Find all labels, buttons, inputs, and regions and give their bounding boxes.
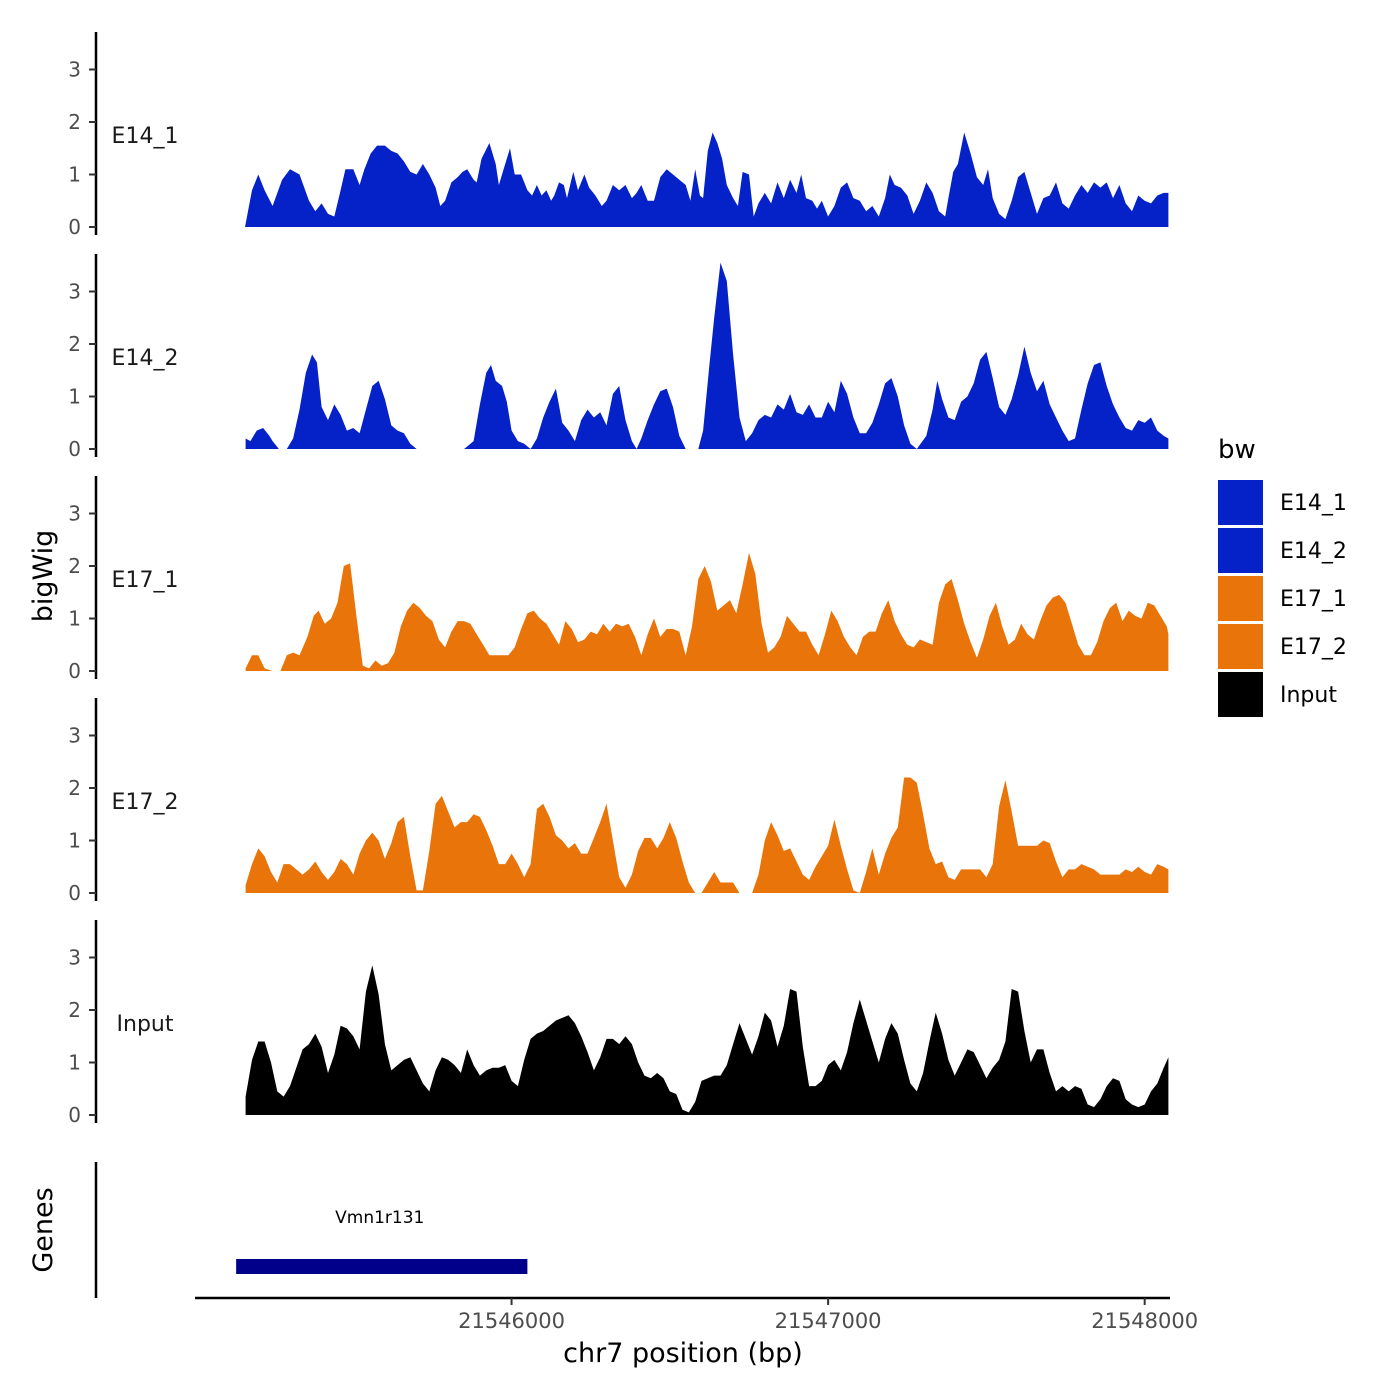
legend-label: E14_2 xyxy=(1280,539,1347,564)
y-tick-label: 0 xyxy=(68,1103,81,1127)
coverage-tracks: 0 1 2 3 E14_1 0 1 2 3 E14_2 0 1 2 3 E17_1 0 1 2 3 E17_2 0 1 2 3… xyxy=(68,32,1169,1127)
y-tick-label: 1 xyxy=(68,1051,81,1075)
legend-label: E14_1 xyxy=(1280,491,1347,516)
y-tick-label: 0 xyxy=(68,437,81,461)
y-tick-label: 3 xyxy=(68,58,81,82)
legend-title: bw xyxy=(1218,435,1256,465)
y-tick-label: 1 xyxy=(68,385,81,409)
legend-swatch xyxy=(1218,528,1263,573)
legend-swatch xyxy=(1218,576,1263,621)
legend-item-e17-2: E17_2 xyxy=(1218,624,1347,669)
y-tick-label: 2 xyxy=(68,554,81,578)
legend-swatch xyxy=(1218,480,1263,525)
track-label-e14-2: E14_2 xyxy=(112,346,179,371)
gene-models: Vmn1r131 xyxy=(236,1208,528,1274)
y-tick-label: 1 xyxy=(68,829,81,853)
track-e17-2: 0 1 2 3 E17_2 xyxy=(68,698,1169,905)
legend: bw E14_1 E14_2 E17_1 E17_2 Input xyxy=(1218,435,1347,717)
x-axis: 21546000 21547000 21548000 chr7 position (… xyxy=(195,1296,1198,1369)
x-tick-label: 21548000 xyxy=(1091,1309,1198,1333)
track-e14-2: 0 1 2 3 E14_2 xyxy=(68,254,1169,461)
track-label-input: Input xyxy=(117,1012,174,1037)
track-e14-1: 0 1 2 3 E14_1 xyxy=(68,32,1169,239)
y-tick-label: 2 xyxy=(68,776,81,800)
track-e17-1: 0 1 2 3 E17_1 xyxy=(68,476,1169,683)
coverage-area-e14-2 xyxy=(245,262,1169,449)
legend-items: E14_1 E14_2 E17_1 E17_2 Input xyxy=(1218,480,1347,717)
y-tick-label: 1 xyxy=(68,163,81,187)
track-input: 0 1 2 3 Input xyxy=(68,920,1169,1127)
coverage-area-e17-1 xyxy=(245,552,1169,671)
gene-body xyxy=(236,1259,528,1274)
legend-label: E17_1 xyxy=(1280,587,1347,612)
legend-item-e14-1: E14_1 xyxy=(1218,480,1347,525)
y-tick-label: 3 xyxy=(68,724,81,748)
legend-item-e17-1: E17_1 xyxy=(1218,576,1347,621)
track-label-e17-2: E17_2 xyxy=(112,790,179,815)
y-tick-label: 3 xyxy=(68,502,81,526)
legend-item-input: Input xyxy=(1218,672,1337,717)
legend-item-e14-2: E14_2 xyxy=(1218,528,1347,573)
y-tick-label: 0 xyxy=(68,881,81,905)
legend-swatch xyxy=(1218,624,1263,669)
y-tick-label: 2 xyxy=(68,110,81,134)
y-tick-label: 2 xyxy=(68,332,81,356)
legend-label: Input xyxy=(1280,683,1337,708)
y-tick-label: 0 xyxy=(68,659,81,683)
x-axis-ticks: 21546000 21547000 21548000 xyxy=(458,1298,1198,1333)
x-axis-title: chr7 position (bp) xyxy=(563,1338,803,1369)
y-tick-label: 1 xyxy=(68,607,81,631)
x-tick-label: 21547000 xyxy=(775,1309,882,1333)
track-label-e17-1: E17_1 xyxy=(112,568,179,593)
gene-vmn1r131: Vmn1r131 xyxy=(236,1208,528,1274)
legend-swatch xyxy=(1218,672,1263,717)
genes-axis-title: Genes xyxy=(28,1187,59,1272)
x-tick-label: 21546000 xyxy=(458,1309,565,1333)
y-tick-label: 0 xyxy=(68,215,81,239)
track-label-e14-1: E14_1 xyxy=(112,124,179,149)
coverage-area-input xyxy=(245,965,1169,1115)
y-axis-title: bigWig xyxy=(28,530,59,623)
genes-panel: Genes Vmn1r131 xyxy=(28,1162,528,1298)
y-tick-label: 3 xyxy=(68,946,81,970)
y-tick-label: 2 xyxy=(68,998,81,1022)
gene-label: Vmn1r131 xyxy=(335,1208,424,1228)
coverage-area-e14-1 xyxy=(245,132,1169,227)
coverage-area-e17-2 xyxy=(245,777,1169,893)
legend-label: E17_2 xyxy=(1280,635,1347,660)
y-tick-label: 3 xyxy=(68,280,81,304)
